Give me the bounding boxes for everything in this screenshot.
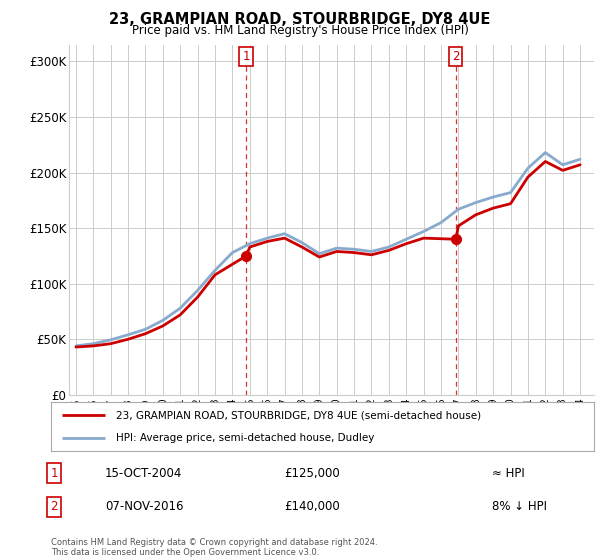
Text: 2: 2 bbox=[452, 50, 460, 63]
Text: 1: 1 bbox=[50, 466, 58, 480]
Text: 15-OCT-2004: 15-OCT-2004 bbox=[105, 466, 182, 480]
Text: 23, GRAMPIAN ROAD, STOURBRIDGE, DY8 4UE (semi-detached house): 23, GRAMPIAN ROAD, STOURBRIDGE, DY8 4UE … bbox=[116, 410, 481, 421]
Text: 1: 1 bbox=[242, 50, 250, 63]
Text: £125,000: £125,000 bbox=[284, 466, 340, 480]
Text: Price paid vs. HM Land Registry's House Price Index (HPI): Price paid vs. HM Land Registry's House … bbox=[131, 24, 469, 37]
Text: ≈ HPI: ≈ HPI bbox=[492, 466, 525, 480]
Text: 07-NOV-2016: 07-NOV-2016 bbox=[105, 500, 184, 514]
Text: HPI: Average price, semi-detached house, Dudley: HPI: Average price, semi-detached house,… bbox=[116, 433, 374, 444]
Text: £140,000: £140,000 bbox=[284, 500, 340, 514]
Text: 23, GRAMPIAN ROAD, STOURBRIDGE, DY8 4UE: 23, GRAMPIAN ROAD, STOURBRIDGE, DY8 4UE bbox=[109, 12, 491, 27]
Text: Contains HM Land Registry data © Crown copyright and database right 2024.
This d: Contains HM Land Registry data © Crown c… bbox=[51, 538, 377, 557]
Text: 2: 2 bbox=[50, 500, 58, 514]
Text: 8% ↓ HPI: 8% ↓ HPI bbox=[492, 500, 547, 514]
